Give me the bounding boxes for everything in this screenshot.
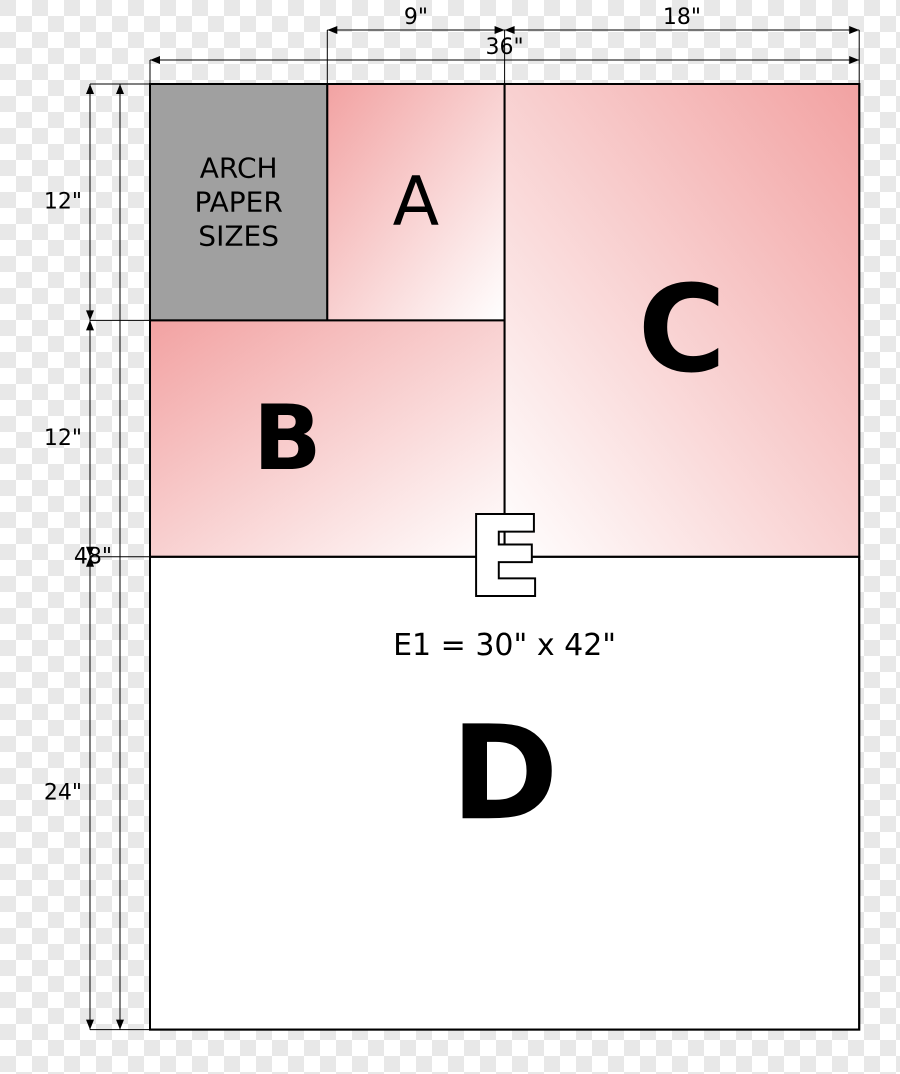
- panel-B: [150, 320, 505, 556]
- panel-label-C: C: [638, 261, 726, 400]
- dim-label-top_bar_2: 18": [663, 5, 701, 30]
- panel-label-A: A: [393, 163, 440, 242]
- dim-label-top_bar_1: 9": [404, 5, 428, 30]
- dim-label-left_bar_1: 12": [44, 190, 82, 215]
- dim-label-left_bar_3: 24": [44, 781, 82, 806]
- dim-label-left_bar_4: 48": [74, 544, 112, 569]
- title-line-1: PAPER: [195, 186, 283, 219]
- dim-label-top_bar_3: 36": [486, 35, 524, 60]
- panel-label-B: B: [253, 386, 322, 491]
- title-line-2: SIZES: [198, 220, 279, 253]
- panel-label-E: E: [467, 493, 542, 621]
- panel-label-D: D: [451, 697, 559, 849]
- title-line-0: ARCH: [200, 152, 278, 185]
- e1-note: E1 = 30" x 42": [393, 628, 616, 663]
- dim-label-left_bar_2: 12": [44, 426, 82, 451]
